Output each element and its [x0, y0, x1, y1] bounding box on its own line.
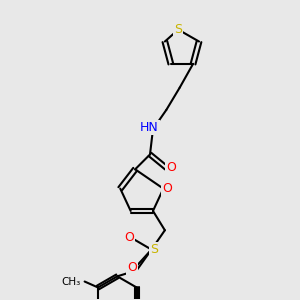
Text: O: O [162, 182, 172, 195]
Text: S: S [151, 243, 158, 256]
Text: HN: HN [140, 121, 159, 134]
Text: O: O [124, 231, 134, 244]
Text: CH₃: CH₃ [62, 277, 81, 286]
Text: O: O [166, 161, 176, 174]
Text: S: S [174, 23, 182, 36]
Text: O: O [127, 261, 137, 274]
